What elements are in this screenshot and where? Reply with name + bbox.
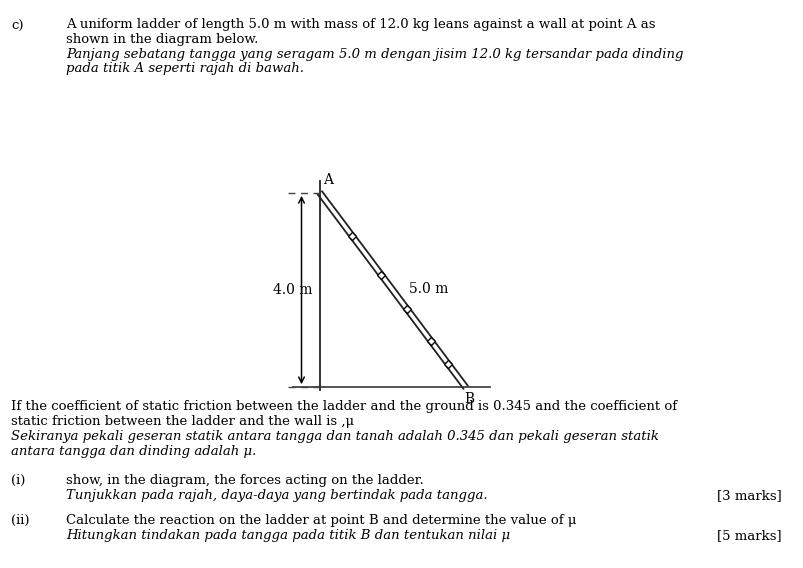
Text: B: B bbox=[463, 392, 474, 406]
Text: [5 marks]: [5 marks] bbox=[716, 529, 781, 542]
Text: A uniform ladder of length 5.0 m with mass of 12.0 kg leans against a wall at po: A uniform ladder of length 5.0 m with ma… bbox=[66, 18, 654, 31]
Text: Calculate the reaction on the ladder at point B and determine the value of μ: Calculate the reaction on the ladder at … bbox=[66, 514, 576, 527]
Text: (ii): (ii) bbox=[11, 514, 30, 527]
Text: c): c) bbox=[11, 20, 24, 33]
Text: If the coefficient of static friction between the ladder and the ground is 0.345: If the coefficient of static friction be… bbox=[11, 400, 677, 414]
Text: [3 marks]: [3 marks] bbox=[715, 489, 781, 502]
Text: 4.0 m: 4.0 m bbox=[273, 283, 312, 297]
Text: pada titik A seperti rajah di bawah.: pada titik A seperti rajah di bawah. bbox=[66, 62, 304, 76]
Text: (i): (i) bbox=[11, 474, 26, 487]
Text: shown in the diagram below.: shown in the diagram below. bbox=[66, 33, 258, 46]
Text: Sekiranya pekali geseran statik antara tangga dan tanah adalah 0.345 dan pekali : Sekiranya pekali geseran statik antara t… bbox=[11, 430, 658, 443]
Text: Hitungkan tindakan pada tangga pada titik B dan tentukan nilai μ: Hitungkan tindakan pada tangga pada titi… bbox=[66, 529, 509, 542]
Text: A: A bbox=[323, 173, 333, 187]
Text: Panjang sebatang tangga yang seragam 5.0 m dengan jisim 12.0 kg tersandar pada d: Panjang sebatang tangga yang seragam 5.0… bbox=[66, 48, 683, 61]
Text: Tunjukkan pada rajah, daya-daya yang bertindak pada tangga.: Tunjukkan pada rajah, daya-daya yang ber… bbox=[66, 489, 487, 502]
Text: 5.0 m: 5.0 m bbox=[409, 282, 448, 296]
Text: antara tangga dan dinding adalah μ.: antara tangga dan dinding adalah μ. bbox=[11, 445, 256, 458]
Text: show, in the diagram, the forces acting on the ladder.: show, in the diagram, the forces acting … bbox=[66, 474, 423, 487]
Text: static friction between the ladder and the wall is ,μ: static friction between the ladder and t… bbox=[11, 415, 354, 428]
